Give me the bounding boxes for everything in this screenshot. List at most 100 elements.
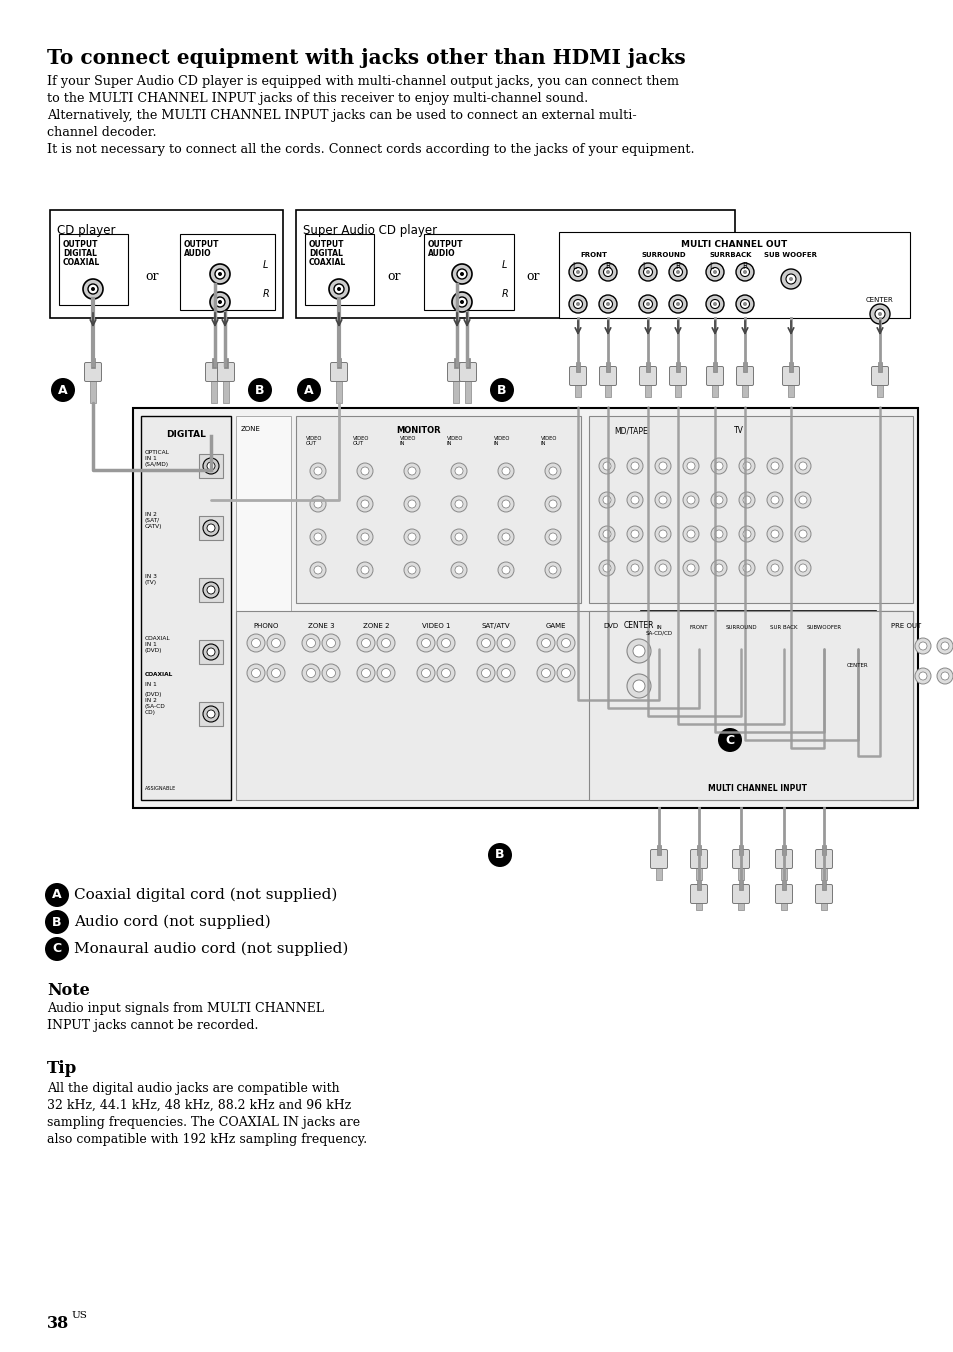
Circle shape	[742, 496, 750, 504]
FancyBboxPatch shape	[447, 362, 464, 381]
Circle shape	[682, 526, 699, 542]
Bar	[742, 362, 746, 372]
Circle shape	[541, 638, 550, 648]
Circle shape	[729, 671, 751, 692]
Circle shape	[735, 676, 745, 687]
Circle shape	[272, 668, 280, 677]
Text: R: R	[604, 262, 610, 270]
Bar	[336, 358, 340, 368]
Circle shape	[247, 634, 265, 652]
Text: Tip: Tip	[47, 1060, 77, 1078]
Text: OUTPUT: OUTPUT	[309, 241, 344, 249]
Text: OUTPUT: OUTPUT	[184, 241, 219, 249]
Bar	[781, 845, 785, 854]
Text: CENTER: CENTER	[623, 621, 654, 630]
Bar	[696, 890, 701, 910]
Circle shape	[896, 642, 904, 650]
Text: DIGITAL: DIGITAL	[309, 249, 342, 258]
Circle shape	[592, 634, 609, 652]
Bar	[739, 880, 742, 890]
Circle shape	[626, 492, 642, 508]
Circle shape	[812, 671, 834, 692]
FancyBboxPatch shape	[781, 366, 799, 385]
Circle shape	[416, 634, 435, 652]
Circle shape	[207, 648, 214, 656]
Bar	[696, 854, 701, 880]
Circle shape	[710, 560, 726, 576]
Bar	[738, 854, 743, 880]
Text: ZONE 3: ZONE 3	[308, 623, 334, 629]
Text: VIDEO
IN: VIDEO IN	[447, 435, 463, 446]
Text: DIGITAL: DIGITAL	[63, 249, 97, 258]
Circle shape	[655, 526, 670, 542]
Bar	[787, 372, 793, 397]
Bar	[132, 408, 917, 808]
Circle shape	[738, 679, 742, 684]
Circle shape	[605, 301, 609, 306]
Bar	[605, 362, 609, 372]
Circle shape	[846, 639, 868, 662]
Text: COAXIAL: COAXIAL	[63, 258, 100, 266]
Text: CENTER: CENTER	[846, 662, 868, 668]
Circle shape	[544, 529, 560, 545]
Text: If your Super Audio CD player is equipped with multi-channel output jacks, you c: If your Super Audio CD player is equippe…	[47, 74, 679, 88]
Text: MULTI CHANNEL OUT: MULTI CHANNEL OUT	[680, 241, 786, 249]
Circle shape	[314, 500, 322, 508]
Circle shape	[659, 462, 666, 470]
Circle shape	[451, 529, 467, 545]
Circle shape	[452, 264, 472, 284]
Circle shape	[799, 564, 806, 572]
Circle shape	[557, 634, 575, 652]
Circle shape	[421, 668, 430, 677]
Circle shape	[877, 312, 882, 316]
Circle shape	[936, 638, 952, 654]
Bar	[788, 362, 792, 372]
Bar	[199, 639, 223, 664]
Text: AUDIO: AUDIO	[184, 249, 212, 258]
Text: IN 2
(SA-CD
CD): IN 2 (SA-CD CD)	[145, 698, 166, 715]
Circle shape	[501, 466, 510, 475]
Circle shape	[544, 562, 560, 579]
Circle shape	[778, 644, 789, 654]
Circle shape	[207, 585, 214, 594]
Circle shape	[735, 264, 753, 281]
Circle shape	[576, 270, 579, 274]
Text: ZONE: ZONE	[241, 426, 260, 433]
Circle shape	[770, 530, 779, 538]
Bar	[739, 845, 742, 854]
Circle shape	[682, 492, 699, 508]
Circle shape	[314, 533, 322, 541]
Text: or: or	[387, 270, 400, 283]
Bar	[738, 890, 743, 910]
Circle shape	[794, 560, 810, 576]
Circle shape	[598, 560, 615, 576]
Circle shape	[770, 462, 779, 470]
Bar	[821, 854, 826, 880]
Circle shape	[376, 634, 395, 652]
Bar	[50, 210, 283, 318]
Circle shape	[874, 310, 884, 319]
Text: also compatible with 192 kHz sampling frequency.: also compatible with 192 kHz sampling fr…	[47, 1133, 367, 1146]
Circle shape	[568, 295, 586, 314]
Circle shape	[497, 529, 514, 545]
Circle shape	[718, 727, 741, 752]
Text: VIDEO 1: VIDEO 1	[421, 623, 450, 629]
Circle shape	[686, 564, 695, 572]
Circle shape	[456, 297, 467, 307]
FancyBboxPatch shape	[669, 366, 686, 385]
Text: B: B	[255, 384, 265, 396]
Bar	[697, 880, 700, 890]
Circle shape	[403, 562, 419, 579]
Circle shape	[326, 668, 335, 677]
Circle shape	[203, 706, 219, 722]
Circle shape	[603, 300, 612, 308]
Bar	[575, 372, 580, 397]
Circle shape	[781, 646, 785, 652]
Circle shape	[710, 268, 719, 277]
Circle shape	[892, 638, 908, 654]
Circle shape	[869, 304, 889, 324]
Text: C: C	[52, 942, 62, 956]
Text: to the MULTI CHANNEL INPUT jacks of this receiver to enjoy multi-channel sound.: to the MULTI CHANNEL INPUT jacks of this…	[47, 92, 588, 105]
Bar	[199, 702, 223, 726]
Circle shape	[573, 300, 582, 308]
